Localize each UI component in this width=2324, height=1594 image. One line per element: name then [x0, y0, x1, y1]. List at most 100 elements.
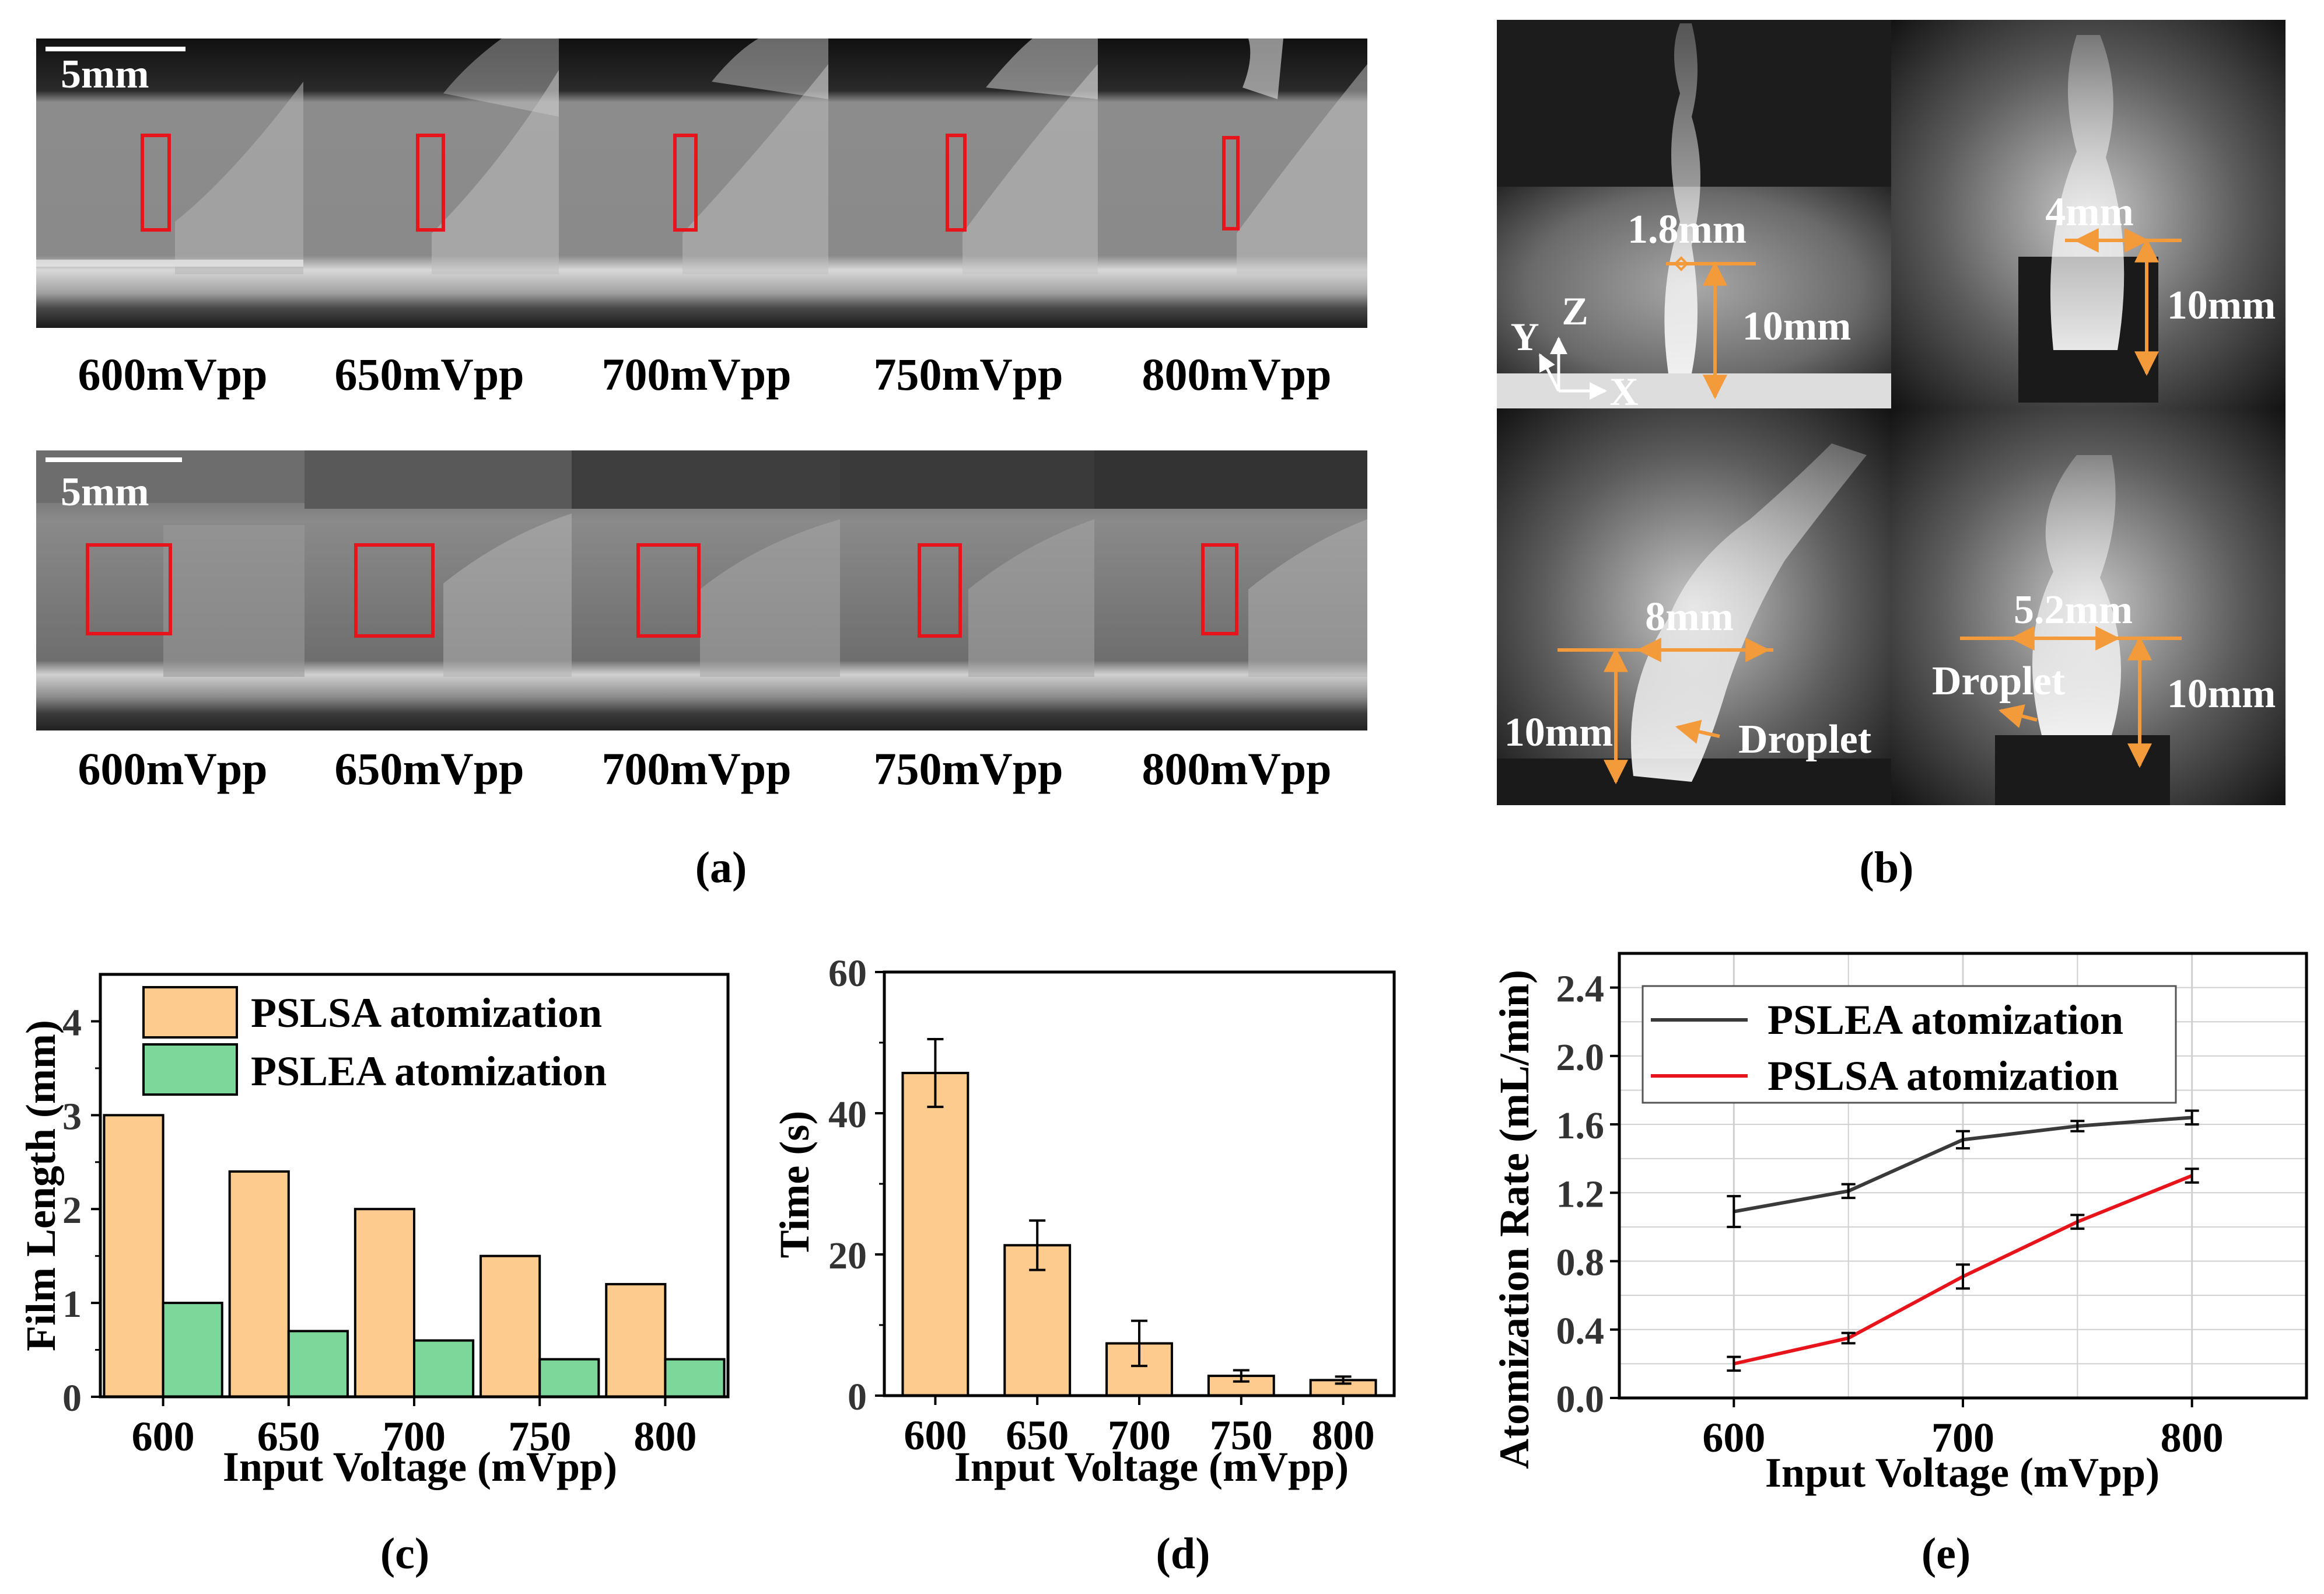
- label-a-bot-5: 800mVpp: [1142, 743, 1331, 794]
- scalebar-a-bot-label: 5mm: [61, 470, 149, 515]
- chart-c-xlabel: Input Voltage (mVpp): [223, 1443, 617, 1490]
- chart-e-ylabel: Atomization Rate (mL/min): [1491, 970, 1538, 1469]
- chart-d-bars: [901, 1037, 1377, 1397]
- xtick-label-c-600: 600: [132, 1413, 195, 1460]
- ytick-label-d-40: 40: [828, 1093, 867, 1136]
- photo-a-bot-5: [1094, 450, 1367, 730]
- film-box-a-bot-1: [86, 543, 172, 635]
- label-a-top-2: 650mVpp: [334, 349, 524, 400]
- bar-c-pslsa-750: [480, 1254, 541, 1399]
- panel-a: 5mm 600mVpp 650mVpp 700mVpp 750mVpp 800m…: [36, 39, 1367, 892]
- chart-e-ticks: 600 700 800 0.0 0.4 0.8 1.2 1.6 2.0 2.4: [1556, 968, 2224, 1461]
- panel-e: 600 700 800 0.0 0.4 0.8 1.2 1.6 2.0 2.4 PSLEA ato…: [1491, 952, 2308, 1578]
- bar-c-pslea-700: [413, 1339, 475, 1398]
- xtick-label-c-700: 700: [383, 1413, 446, 1460]
- chart-c-ticks: 600 650 700 750 800 0 1 2 3 4: [62, 1001, 696, 1460]
- b-tl-height: 10mm: [1742, 304, 1852, 349]
- legend-c-pslea-label: PSLEA atomization: [251, 1048, 607, 1095]
- xtick-label-d-800: 800: [1312, 1412, 1375, 1459]
- chart-e-series: [1727, 1109, 2199, 1372]
- ytick-label-c-4: 4: [62, 1001, 82, 1044]
- film-box-a-bot-2: [354, 543, 435, 638]
- photo-row-bottom: 5mm 600mVpp 650mVpp 700mVpp 750mVpp 800m…: [36, 450, 1367, 794]
- label-a-bot-2: 650mVpp: [334, 743, 524, 794]
- photo-row-top: 5mm 600mVpp 650mVpp 700mVpp 750mVpp 800m…: [36, 39, 1367, 400]
- film-box-a-top-2: [416, 134, 445, 232]
- b-tl-width: 1.8mm: [1628, 207, 1746, 252]
- b-br-height: 10mm: [2167, 672, 2276, 716]
- ytick-label-c-2: 2: [62, 1189, 82, 1232]
- label-a-bot-1: 600mVpp: [78, 743, 267, 794]
- photo-a-bot-4: [840, 450, 1094, 730]
- bar-c-pslsa-700: [354, 1208, 416, 1398]
- scalebar-a-top-label: 5mm: [61, 52, 149, 97]
- axis-triad: [1538, 337, 1607, 400]
- axis-x-label: X: [1609, 369, 1638, 414]
- panel-d: 600 650 700 750 800 0 20 40 60 Input Voltage (mV…: [771, 952, 1396, 1578]
- bar-c-pslea-650: [287, 1330, 349, 1398]
- film-box-a-bot-3: [636, 543, 701, 638]
- legend-c-pslea-swatch: [142, 1043, 238, 1096]
- axis-z-label: Z: [1562, 289, 1588, 333]
- ytick-label-c-1: 1: [62, 1283, 82, 1326]
- chart-d-xlabel: Input Voltage (mVpp): [954, 1443, 1349, 1490]
- ytick-label-d-20: 20: [828, 1235, 867, 1277]
- label-a-top-3: 700mVpp: [601, 349, 791, 400]
- ytick-label-d-0: 0: [848, 1376, 867, 1418]
- film-box-a-top-4: [946, 134, 967, 232]
- chart-d-ticks: 600 650 700 750 800 0 20 40 60: [828, 952, 1375, 1459]
- legend-c-pslsa-label: PSLSA atomization: [251, 990, 602, 1036]
- photo-a-top-1: [36, 39, 303, 328]
- ytick-label-e-2.4: 2.4: [1556, 968, 1605, 1011]
- photo-a-bot-3: [572, 450, 840, 730]
- xtick-label-d-700: 700: [1108, 1412, 1171, 1459]
- chart-e-legend: PSLEA atomization PSLSA atomization: [1642, 985, 2177, 1104]
- legend-c-pslsa-swatch: [142, 986, 238, 1039]
- label-a-top-4: 750mVpp: [873, 349, 1063, 400]
- chart-c-bars: [103, 1114, 726, 1399]
- panel-a-label: (a): [695, 843, 747, 892]
- legend-e-pslea-label: PSLEA atomization: [1768, 997, 2123, 1043]
- film-box-a-top-5: [1222, 136, 1240, 230]
- b-bl-width: 8mm: [1645, 595, 1734, 639]
- xtick-label-c-750: 750: [508, 1413, 571, 1460]
- ytick-label-e-0.0: 0.0: [1556, 1378, 1605, 1421]
- xtick-label-e-700: 700: [1931, 1414, 1994, 1461]
- panel-d-label: (d): [1156, 1529, 1210, 1578]
- bar-c-pslea-600: [162, 1302, 223, 1398]
- chart-d-ylabel: Time (s): [771, 1111, 818, 1259]
- ytick-label-e-1.6: 1.6: [1556, 1104, 1605, 1147]
- film-box-a-bot-4: [918, 543, 962, 638]
- film-box-a-bot-5: [1201, 543, 1238, 635]
- film-box-a-top-1: [141, 134, 171, 232]
- panel-e-label: (e): [1922, 1529, 1971, 1578]
- label-a-top-1: 600mVpp: [78, 349, 267, 400]
- b-bl-height: 10mm: [1504, 710, 1614, 755]
- ytick-label-e-1.2: 1.2: [1556, 1173, 1605, 1215]
- xtick-label-e-800: 800: [2161, 1414, 2224, 1461]
- label-a-bot-3: 700mVpp: [601, 743, 791, 794]
- xtick-label-d-750: 750: [1210, 1412, 1273, 1459]
- xtick-label-c-800: 800: [634, 1413, 696, 1460]
- photo-a-top-5: [1098, 39, 1367, 328]
- b-br-droplet: Droplet: [1932, 659, 2065, 704]
- ytick-label-e-0.8: 0.8: [1556, 1242, 1605, 1284]
- b-tr-width: 4mm: [2045, 190, 2134, 235]
- xtick-label-d-650: 650: [1006, 1412, 1069, 1459]
- film-box-a-top-3: [673, 134, 698, 232]
- bar-c-pslsa-800: [605, 1282, 667, 1399]
- panel-b-label: (b): [1860, 843, 1914, 892]
- label-a-top-5: 800mVpp: [1142, 349, 1331, 400]
- photo-a-bot-2: [304, 450, 572, 730]
- panel-c: 600 650 700 750 800 0 1 2 3 4 PSLSA atomization P…: [18, 973, 730, 1578]
- axis-y-label: Y: [1510, 314, 1539, 359]
- xtick-label-d-600: 600: [904, 1412, 967, 1459]
- photo-b-tl: [1497, 20, 1891, 408]
- ytick-label-e-2.0: 2.0: [1556, 1036, 1605, 1079]
- xtick-label-e-600: 600: [1702, 1414, 1765, 1461]
- ytick-label-c-3: 3: [62, 1095, 82, 1138]
- xtick-label-c-650: 650: [257, 1413, 320, 1460]
- b-br-width: 5.2mm: [2014, 588, 2133, 632]
- photo-a-bot-1: [36, 450, 304, 730]
